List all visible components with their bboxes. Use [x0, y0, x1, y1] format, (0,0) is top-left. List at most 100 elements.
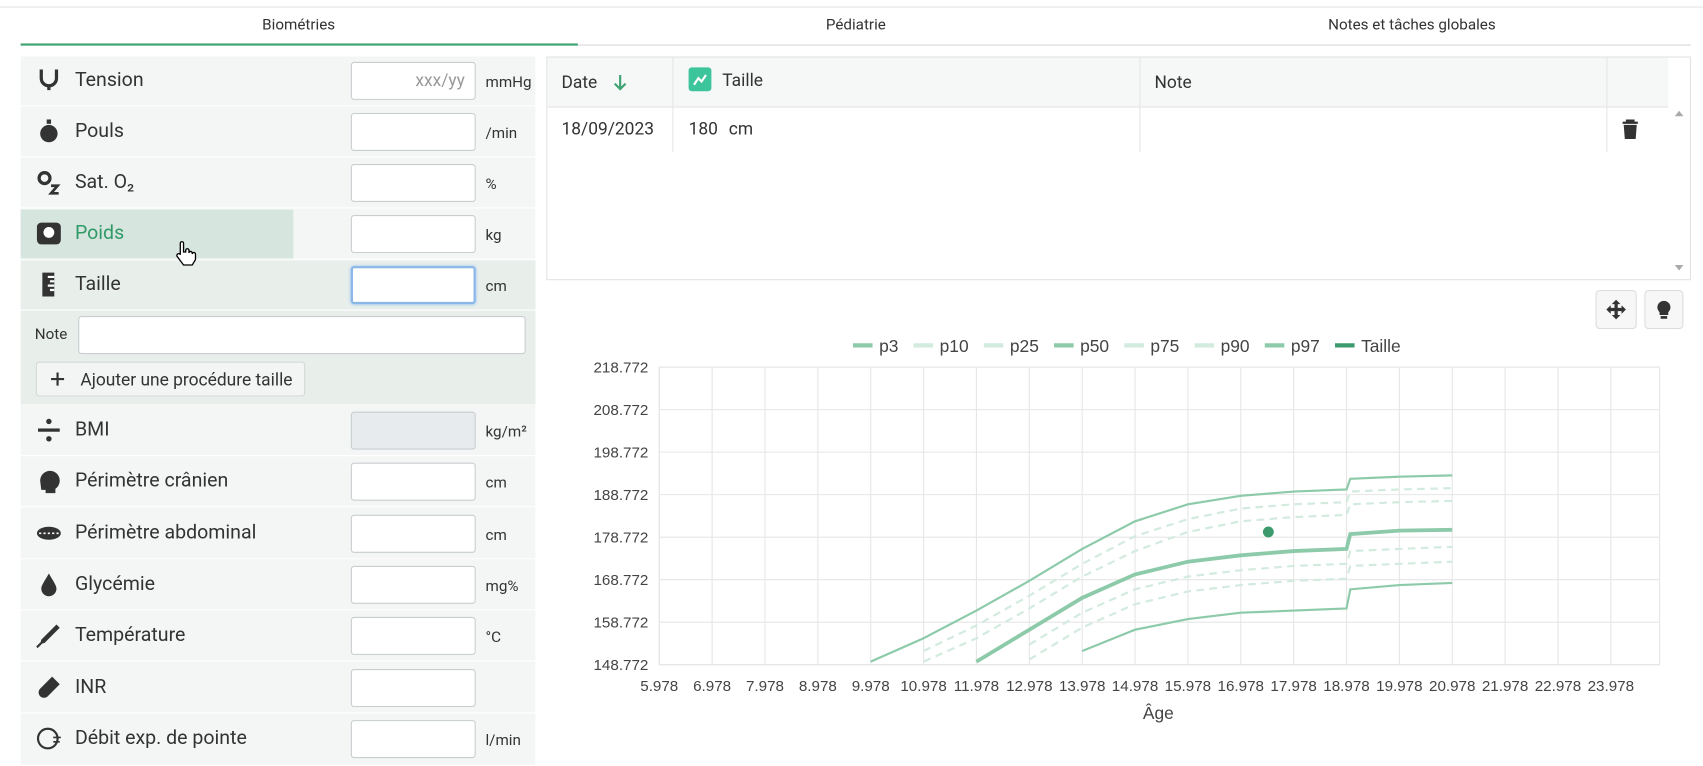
- row-separator: [20, 207, 536, 209]
- field-input[interactable]: [350, 514, 476, 553]
- row-separator: [20, 455, 536, 457]
- x-tick-label: 15.978: [1165, 678, 1211, 695]
- move-icon: [1606, 299, 1626, 320]
- field-icon: [38, 676, 60, 698]
- field-input[interactable]: [350, 565, 476, 604]
- bulb-icon: [1657, 300, 1671, 319]
- field-icon: [41, 573, 57, 597]
- tab-line: [20, 44, 1692, 46]
- y-tick-label: 148.772: [593, 657, 648, 674]
- tips-button[interactable]: [1644, 289, 1684, 330]
- add-button[interactable]: [35, 361, 306, 397]
- field-input[interactable]: [350, 617, 476, 656]
- field-input[interactable]: [350, 668, 476, 707]
- field-input[interactable]: [350, 266, 476, 305]
- row-separator: [20, 258, 536, 260]
- note-label: Note: [34, 325, 68, 344]
- series-line: [1028, 560, 1453, 661]
- legend-label: p10: [940, 336, 969, 356]
- field-input[interactable]: [350, 215, 476, 254]
- series-line: [975, 527, 1453, 664]
- legend-label: p97: [1291, 336, 1320, 356]
- growth-chart: 148.772 158.772 168.772 178.772 188.772 198.7…: [593, 336, 1661, 723]
- field-unit: %: [485, 175, 497, 194]
- y-tick-label: 198.772: [593, 445, 648, 462]
- series-line: [923, 499, 1453, 663]
- x-tick-label: 6.978: [693, 678, 731, 695]
- field-unit: kg/m²: [485, 423, 527, 441]
- hover-row: [20, 209, 294, 260]
- field-icon: [36, 727, 61, 750]
- biometry-panel: [20, 56, 536, 765]
- header-divider: [1139, 57, 1141, 153]
- cell-unit: cm: [728, 118, 754, 140]
- x-tick-label: 17.978: [1270, 678, 1316, 695]
- row-separator: [20, 156, 536, 158]
- tab[interactable]: Notes et tâches globales: [1328, 16, 1496, 34]
- tab-active: [20, 43, 578, 46]
- field-input[interactable]: [350, 61, 476, 100]
- header-cell: Date: [561, 71, 598, 93]
- series-line: [1081, 581, 1453, 652]
- field-icon: [36, 624, 60, 649]
- field-input[interactable]: [350, 463, 476, 502]
- scroll-up: [1674, 110, 1684, 117]
- field-unit: cm: [485, 278, 507, 296]
- x-axis-label: Âge: [1143, 703, 1174, 723]
- field-icon: [51, 372, 65, 386]
- field-icon: [40, 119, 58, 143]
- top-border: [0, 6, 1703, 8]
- x-tick-label: 10.978: [900, 678, 946, 695]
- field-unit: /min: [485, 124, 518, 143]
- x-tick-label: 11.978: [954, 678, 999, 695]
- field-unit: mg%: [485, 577, 519, 596]
- field-input[interactable]: [350, 112, 476, 151]
- legend-label: p50: [1080, 336, 1109, 356]
- legend-label: p25: [1010, 336, 1039, 356]
- field-input[interactable]: [350, 719, 476, 758]
- field-unit: kg: [485, 226, 502, 245]
- field-icon: [1622, 119, 1638, 140]
- y-tick-label: 178.772: [593, 530, 648, 547]
- tab[interactable]: Biométries: [262, 16, 336, 34]
- field-icon: [688, 67, 712, 92]
- field-label: BMI: [74, 418, 110, 441]
- header-cell: Note: [1154, 71, 1192, 93]
- field-input[interactable]: [350, 411, 476, 450]
- field-icon: [36, 526, 61, 540]
- field-icon: [42, 272, 55, 297]
- row-separator: [20, 557, 536, 559]
- legend-label: p3: [879, 336, 898, 356]
- x-tick-label: 19.978: [1376, 678, 1422, 695]
- field-label: Périmètre crânien: [74, 469, 229, 493]
- cell-date: 18/09/2023: [561, 118, 654, 140]
- plot-border: [658, 366, 1661, 666]
- y-tick-label: 208.772: [593, 402, 648, 419]
- tab[interactable]: Pédiatrie: [825, 16, 886, 34]
- y-tick-label: 158.772: [593, 615, 648, 632]
- field-icon: [613, 74, 627, 91]
- x-tick-label: 22.978: [1535, 678, 1581, 695]
- field-label: INR: [74, 675, 107, 698]
- field-input[interactable]: [350, 164, 476, 203]
- move-button[interactable]: [1595, 289, 1637, 330]
- y-tick-label: 218.772: [593, 360, 648, 377]
- cell-value: 180: [688, 118, 718, 140]
- field-label: Périmètre abdominal: [74, 520, 257, 544]
- input-placeholder: xxx/yy: [415, 69, 465, 91]
- field-label: Pouls: [74, 119, 124, 143]
- series-line: [870, 474, 1453, 663]
- x-tick-label: 20.978: [1429, 678, 1475, 695]
- x-tick-label: 18.978: [1323, 678, 1369, 695]
- field-label: Sat. O₂: [74, 170, 135, 194]
- x-tick-label: 5.978: [640, 678, 678, 695]
- row-separator: [20, 711, 536, 714]
- field-icon: [40, 471, 60, 494]
- field-label: Tension: [74, 68, 144, 92]
- field-icon: [36, 222, 61, 245]
- x-tick-label: 8.978: [799, 678, 837, 695]
- note-input[interactable]: [78, 316, 526, 355]
- field-label: Taille: [74, 272, 121, 296]
- x-tick-label: 16.978: [1218, 678, 1264, 695]
